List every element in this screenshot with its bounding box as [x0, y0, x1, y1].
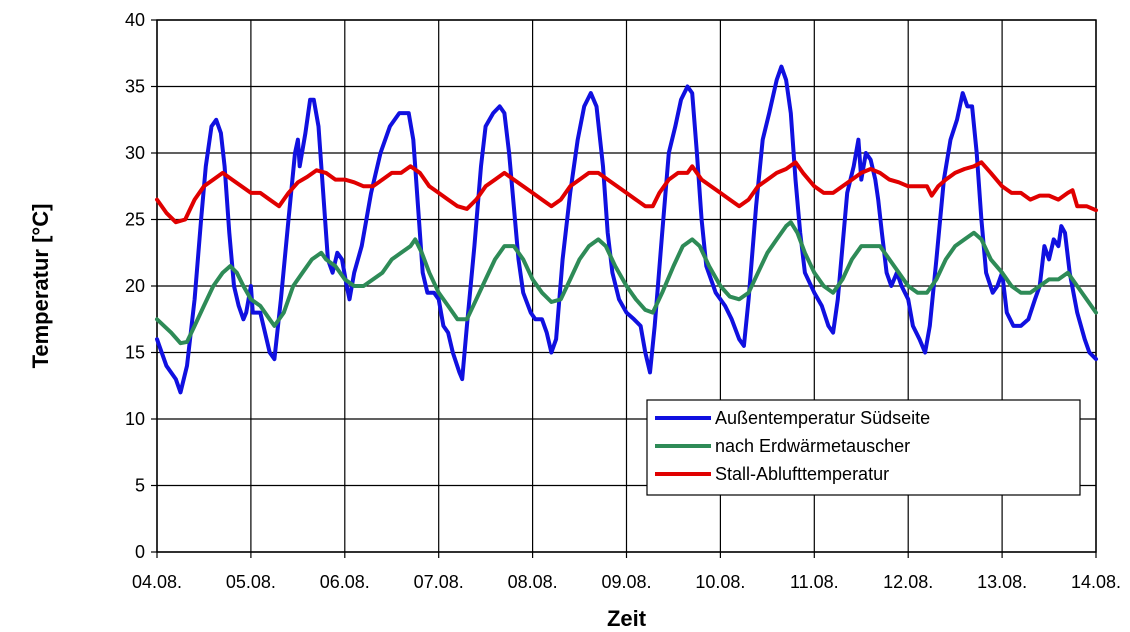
- y-axis-label: Temperatur [°C]: [28, 204, 53, 369]
- legend-box: [646, 399, 1081, 496]
- x-tick-label: 07.08.: [414, 572, 464, 592]
- y-tick-label: 15: [125, 343, 145, 363]
- x-tick-label: 05.08.: [226, 572, 276, 592]
- legend-items: Außentemperatur Südseite nach Erdwärmetau…: [655, 408, 930, 484]
- legend-label: Stall-Ablufttemperatur: [715, 464, 889, 484]
- y-tick-label: 35: [125, 77, 145, 97]
- x-tick-label: 06.08.: [320, 572, 370, 592]
- x-tick-label: 13.08.: [977, 572, 1027, 592]
- y-tick-label: 10: [125, 409, 145, 429]
- x-tick-label: 04.08.: [132, 572, 182, 592]
- legend-label: nach Erdwärmetauscher: [715, 436, 910, 456]
- y-tick-label: 25: [125, 210, 145, 230]
- series-line: [155, 160, 1098, 225]
- y-tick-label: 40: [125, 10, 145, 30]
- x-axis-ticks: 04.08. 05.08. 06.08. 07.08. 08.08. 09.08. 10.0…: [132, 552, 1121, 592]
- x-tick-label: 12.08.: [883, 572, 933, 592]
- series-line: [155, 64, 1098, 395]
- y-tick-label: 20: [125, 276, 145, 296]
- x-tick-label: 14.08.: [1071, 572, 1121, 592]
- y-tick-label: 0: [135, 542, 145, 562]
- y-tick-label: 5: [135, 476, 145, 496]
- legend-label: Außentemperatur Südseite: [715, 408, 930, 428]
- series-line: [155, 220, 1098, 346]
- x-tick-label: 08.08.: [508, 572, 558, 592]
- x-tick-label: 09.08.: [601, 572, 651, 592]
- x-tick-label: 11.08.: [790, 572, 839, 592]
- series-layer: [155, 64, 1098, 395]
- y-axis-ticks: 0 5 10 15 20 25 30 35 40: [125, 10, 157, 562]
- x-axis-label: Zeit: [607, 606, 647, 631]
- x-tick-label: 10.08.: [695, 572, 745, 592]
- legend: Außentemperatur Südseite nach Erdwärmetau…: [646, 399, 1081, 496]
- y-tick-label: 30: [125, 143, 145, 163]
